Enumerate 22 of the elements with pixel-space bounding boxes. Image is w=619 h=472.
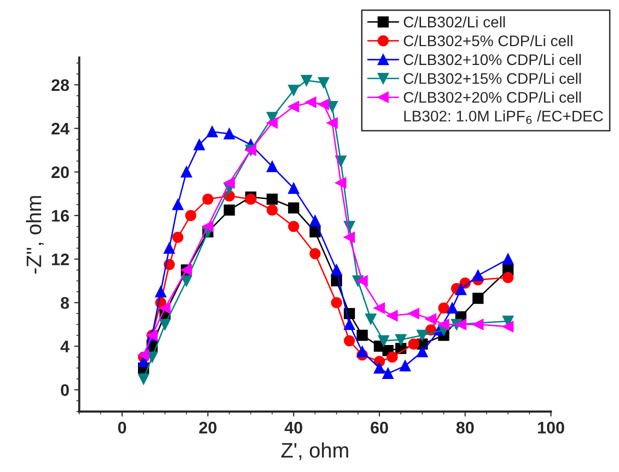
x-tick-label: 20 (199, 422, 216, 434)
legend-label: C/LB302+5% CDP/Li cell (404, 35, 572, 46)
x-tick-label: 0 (118, 422, 126, 434)
y-tick-label: 8 (60, 297, 69, 309)
y-tick-label: 20 (52, 166, 69, 178)
annotation: LB302: 1.0M LiPF$_{6}$ /EC+DEC (404, 110, 604, 124)
y-tick-label: 12 (52, 253, 69, 266)
y-tick-label: 16 (52, 210, 69, 222)
y-tick-label: 24 (52, 122, 70, 134)
legend-label: C/LB302+10% CDP/Li cell (404, 54, 581, 66)
x-tick-label: 40 (284, 422, 302, 434)
legend-label: C/LB302+20% CDP/Li cell (404, 92, 581, 103)
y-tick-label: 28 (52, 79, 69, 92)
x-tick-label: 80 (456, 422, 474, 434)
x-axis-title: Z', ohm (281, 442, 348, 460)
legend-label: C/LB302+15% CDP/Li cell (404, 72, 581, 84)
legend-label: C/LB302/Li cell (404, 16, 505, 28)
y-axis-title: -Z'', ohm (26, 196, 44, 274)
x-tick-label: 60 (370, 422, 388, 434)
x-tick-label: 100 (538, 422, 564, 434)
y-tick-label: 4 (60, 340, 70, 352)
y-tick-label: 0 (60, 384, 69, 396)
